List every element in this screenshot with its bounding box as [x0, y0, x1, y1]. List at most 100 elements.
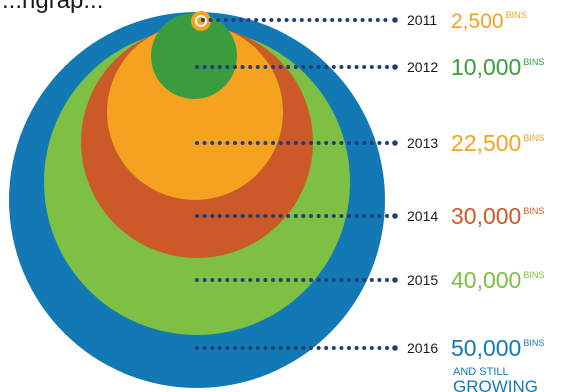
leader-end-dot — [392, 277, 398, 283]
leader-dot — [210, 346, 215, 350]
leader-dot — [271, 346, 275, 350]
leader-dot — [217, 346, 222, 350]
leader-dot — [248, 141, 253, 145]
leader-dot — [195, 278, 199, 282]
leader-dot — [331, 346, 336, 350]
leader-dot — [210, 214, 215, 218]
leader-dot — [201, 18, 205, 22]
leader-dot — [315, 18, 319, 22]
leader-dot — [261, 18, 266, 22]
leader-2014 — [195, 213, 398, 219]
leader-dot — [239, 18, 243, 22]
leader-dot — [271, 214, 275, 218]
leader-dot — [324, 278, 329, 282]
leader-dot — [385, 346, 389, 350]
leader-dot — [322, 18, 327, 22]
leader-dot — [225, 65, 230, 69]
leader-dot — [301, 346, 306, 350]
leader-dot — [324, 141, 329, 145]
leader-dot — [347, 346, 351, 350]
leader-dot — [278, 214, 283, 218]
leader-dot — [330, 18, 335, 22]
leader-dot — [339, 65, 344, 69]
leader-dot — [271, 141, 275, 145]
leader-dot — [246, 18, 251, 22]
leader-dot — [301, 214, 306, 218]
leader-dot — [369, 214, 374, 218]
leader-dot — [309, 214, 313, 218]
leader-dot — [385, 278, 389, 282]
leader-dot — [324, 346, 329, 350]
value-label-2011: 2,500 — [451, 10, 504, 33]
leader-dot — [345, 18, 350, 22]
leader-dot — [210, 278, 215, 282]
bubble-2013 — [107, 24, 283, 200]
leader-dot — [263, 65, 268, 69]
leader-dot — [216, 18, 221, 22]
leader-dot — [263, 278, 268, 282]
leader-dot — [248, 278, 253, 282]
leader-dot — [255, 65, 260, 69]
leader-dot — [362, 214, 367, 218]
leader-dot — [255, 214, 260, 218]
leader-dot — [202, 141, 207, 145]
leader-dot — [217, 214, 222, 218]
leader-dot — [362, 278, 367, 282]
footnote-line2: GROWING — [453, 377, 538, 392]
leader-dot — [217, 141, 222, 145]
leader-dot — [309, 346, 313, 350]
year-label-2014: 2014 — [407, 208, 438, 224]
leader-dot — [362, 65, 367, 69]
leader-dot — [240, 278, 245, 282]
leader-dot — [354, 346, 359, 350]
leader-dot — [263, 141, 268, 145]
leader-dot — [225, 214, 230, 218]
leader-dot — [225, 346, 230, 350]
leader-dot — [240, 65, 245, 69]
leader-dot — [286, 141, 291, 145]
leader-dot — [385, 141, 389, 145]
leader-dot — [337, 18, 342, 22]
unit-label-2016: BINS — [523, 338, 544, 348]
leader-dot — [301, 65, 306, 69]
year-label-2015: 2015 — [407, 272, 438, 288]
unit-label-2015: BINS — [523, 270, 544, 280]
value-label-2013: 22,500 — [451, 130, 521, 156]
unit-label-2013: BINS — [523, 133, 544, 143]
leader-dot — [240, 346, 245, 350]
leader-dot — [316, 141, 321, 145]
leader-dot — [385, 214, 389, 218]
leader-end-dot — [392, 17, 398, 23]
leader-dot — [307, 18, 312, 22]
leader-dot — [233, 141, 237, 145]
leader-dot — [293, 346, 298, 350]
leader-2012 — [195, 64, 398, 70]
leader-dot — [354, 65, 359, 69]
leader-dot — [240, 141, 245, 145]
leader-dot — [195, 141, 199, 145]
footnote-line1: AND STILL — [453, 366, 509, 378]
leader-dot — [217, 65, 222, 69]
leader-dot — [202, 346, 207, 350]
leader-dot — [353, 18, 357, 22]
leader-dot — [225, 141, 230, 145]
leader-dot — [301, 141, 306, 145]
leader-dot — [286, 346, 291, 350]
leader-dot — [231, 18, 236, 22]
leader-dot — [354, 278, 359, 282]
leader-dot — [354, 141, 359, 145]
year-label-2016: 2016 — [407, 340, 438, 356]
leader-dot — [195, 65, 199, 69]
leader-dot — [347, 141, 351, 145]
leader-dot — [309, 65, 313, 69]
leader-dot — [233, 214, 237, 218]
value-label-2015: 40,000 — [451, 267, 521, 293]
leader-dot — [255, 141, 260, 145]
leader-dot — [202, 214, 207, 218]
leader-dot — [347, 214, 351, 218]
leader-dot — [255, 346, 260, 350]
leader-dot — [375, 18, 380, 22]
leader-dot — [316, 214, 321, 218]
leader-dot — [369, 141, 374, 145]
leader-dot — [278, 346, 283, 350]
